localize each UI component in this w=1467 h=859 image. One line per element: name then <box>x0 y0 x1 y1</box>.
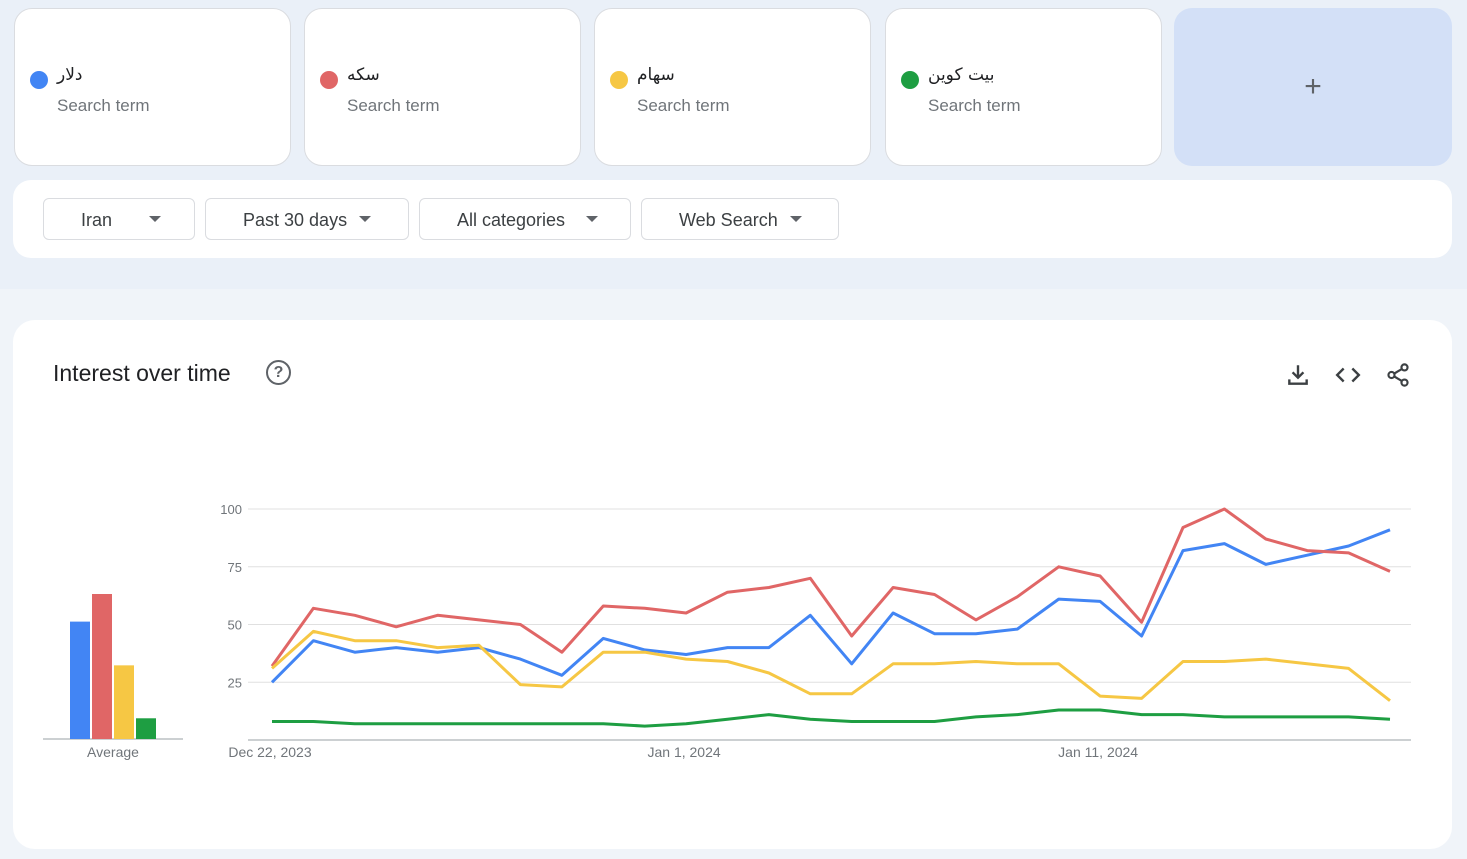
chevron-down-icon <box>586 216 598 222</box>
search-term-card[interactable]: سکه Search term <box>304 8 581 166</box>
chevron-down-icon <box>149 216 161 222</box>
search-term-type-label: Search term <box>928 96 1021 115</box>
property-select-label: Web Search <box>679 210 778 230</box>
search-term-name: بیت کوین <box>928 65 995 85</box>
search-term-name: دلار <box>57 65 83 85</box>
series-color-dot <box>30 71 48 89</box>
search-term-type-label: Search term <box>347 96 440 115</box>
time-range-select[interactable]: Past 30 days <box>205 198 409 240</box>
category-select[interactable]: All categories <box>419 198 631 240</box>
search-term-card[interactable]: دلار Search term <box>14 8 291 166</box>
chevron-down-icon <box>790 216 802 222</box>
search-term-name: سهام <box>637 65 675 85</box>
embed-code-icon[interactable] <box>1335 362 1361 388</box>
plus-icon: + <box>1304 70 1322 103</box>
region-select[interactable]: Iran <box>43 198 195 240</box>
share-icon[interactable] <box>1385 362 1411 388</box>
search-term-type-label: Search term <box>57 96 150 115</box>
help-icon[interactable]: ? <box>266 360 291 385</box>
search-term-card[interactable]: بیت کوین Search term <box>885 8 1162 166</box>
property-select[interactable]: Web Search <box>641 198 839 240</box>
filter-bar: Iran Past 30 days All categories Web Sea… <box>13 180 1452 258</box>
chevron-down-icon <box>359 216 371 222</box>
chart-title: Interest over time <box>53 360 231 386</box>
download-icon[interactable] <box>1285 362 1311 388</box>
series-color-dot <box>610 71 628 89</box>
search-term-type-label: Search term <box>637 96 730 115</box>
category-select-label: All categories <box>457 210 566 230</box>
time-range-select-label: Past 30 days <box>243 210 348 230</box>
search-term-card[interactable]: سهام Search term <box>594 8 871 166</box>
add-comparison-button[interactable]: + <box>1174 8 1452 166</box>
series-color-dot <box>901 71 919 89</box>
search-term-name: سکه <box>347 65 380 85</box>
region-select-label: Iran <box>81 210 113 230</box>
interest-over-time-card: Interest over time ? <box>13 320 1452 849</box>
series-color-dot <box>320 71 338 89</box>
